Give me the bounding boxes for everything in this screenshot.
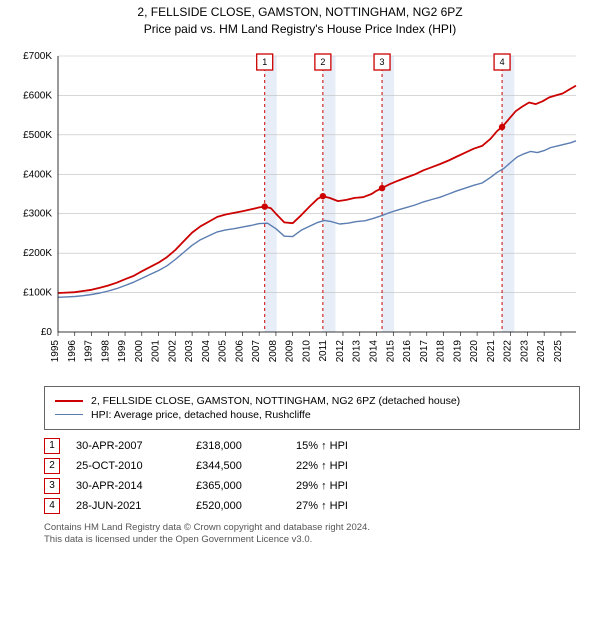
svg-text:2012: 2012	[335, 339, 346, 362]
svg-text:2020: 2020	[469, 339, 480, 362]
svg-text:2023: 2023	[519, 339, 530, 362]
sale-marker: 1	[44, 438, 60, 454]
sale-delta: 22% ↑ HPI	[296, 460, 416, 472]
svg-text:2008: 2008	[268, 339, 279, 362]
legend-label: HPI: Average price, detached house, Rush…	[91, 409, 311, 421]
svg-text:3: 3	[380, 57, 385, 67]
legend: 2, FELLSIDE CLOSE, GAMSTON, NOTTINGHAM, …	[44, 386, 580, 430]
svg-text:2005: 2005	[218, 339, 229, 362]
sale-price: £365,000	[196, 480, 296, 492]
svg-text:2013: 2013	[352, 339, 363, 362]
legend-item: 2, FELLSIDE CLOSE, GAMSTON, NOTTINGHAM, …	[55, 395, 569, 407]
sale-row: 2 25-OCT-2010£344,50022% ↑ HPI	[44, 458, 580, 474]
svg-text:2007: 2007	[251, 339, 262, 362]
chart-area: £0 £100K £200K £300K £400K £500K £600K £700K 1 2 3…	[10, 44, 586, 374]
chart-container: 2, FELLSIDE CLOSE, GAMSTON, NOTTINGHAM, …	[0, 0, 600, 547]
sale-date: 30-APR-2007	[76, 440, 196, 452]
svg-text:2014: 2014	[369, 339, 380, 362]
svg-text:2015: 2015	[385, 339, 396, 362]
svg-text:2025: 2025	[553, 339, 564, 362]
footer-line-2: This data is licensed under the Open Gov…	[44, 534, 580, 547]
legend-label: 2, FELLSIDE CLOSE, GAMSTON, NOTTINGHAM, …	[91, 395, 460, 407]
sale-row: 1 30-APR-2007£318,00015% ↑ HPI	[44, 438, 580, 454]
title-block: 2, FELLSIDE CLOSE, GAMSTON, NOTTINGHAM, …	[0, 4, 600, 38]
sale-marker: 2	[44, 458, 60, 474]
svg-text:£100K: £100K	[23, 287, 52, 298]
sale-row: 3 30-APR-2014£365,00029% ↑ HPI	[44, 478, 580, 494]
svg-text:£400K: £400K	[23, 169, 52, 180]
svg-text:1: 1	[262, 57, 267, 67]
svg-text:2: 2	[320, 57, 325, 67]
svg-text:£700K: £700K	[23, 51, 52, 62]
svg-text:1997: 1997	[84, 339, 95, 362]
svg-text:4: 4	[500, 57, 505, 67]
sale-marker: 4	[44, 498, 60, 514]
sale-row: 4 28-JUN-2021£520,00027% ↑ HPI	[44, 498, 580, 514]
sale-date: 30-APR-2014	[76, 480, 196, 492]
svg-text:1998: 1998	[100, 339, 111, 362]
sales-table: 1 30-APR-2007£318,00015% ↑ HPI 2 25-OCT-201…	[44, 438, 580, 514]
svg-text:2017: 2017	[419, 339, 430, 362]
svg-text:2001: 2001	[151, 339, 162, 362]
svg-text:£200K: £200K	[23, 248, 52, 259]
sale-date: 25-OCT-2010	[76, 460, 196, 472]
title-line-2: Price paid vs. HM Land Registry's House …	[0, 21, 600, 38]
svg-text:2002: 2002	[167, 339, 178, 362]
svg-text:2011: 2011	[318, 339, 329, 361]
svg-text:2010: 2010	[301, 339, 312, 362]
svg-text:£0: £0	[41, 327, 53, 338]
svg-text:£300K: £300K	[23, 208, 52, 219]
svg-text:2004: 2004	[201, 339, 212, 362]
footer: Contains HM Land Registry data © Crown c…	[44, 522, 580, 548]
legend-swatch	[55, 400, 83, 402]
svg-text:2000: 2000	[134, 339, 145, 362]
svg-text:1996: 1996	[67, 339, 78, 362]
sale-delta: 15% ↑ HPI	[296, 440, 416, 452]
svg-text:1999: 1999	[117, 339, 128, 362]
svg-text:£600K: £600K	[23, 90, 52, 101]
svg-text:2016: 2016	[402, 339, 413, 362]
footer-line-1: Contains HM Land Registry data © Crown c…	[44, 522, 580, 535]
title-line-1: 2, FELLSIDE CLOSE, GAMSTON, NOTTINGHAM, …	[0, 4, 600, 21]
legend-swatch	[55, 414, 83, 415]
sale-delta: 27% ↑ HPI	[296, 500, 416, 512]
sale-price: £344,500	[196, 460, 296, 472]
svg-text:2006: 2006	[234, 339, 245, 362]
sale-price: £318,000	[196, 440, 296, 452]
sale-marker: 3	[44, 478, 60, 494]
svg-text:2021: 2021	[486, 339, 497, 362]
legend-item: HPI: Average price, detached house, Rush…	[55, 409, 569, 421]
sale-delta: 29% ↑ HPI	[296, 480, 416, 492]
sale-price: £520,000	[196, 500, 296, 512]
svg-text:1995: 1995	[50, 339, 61, 362]
svg-text:2019: 2019	[452, 339, 463, 362]
line-chart: £0 £100K £200K £300K £400K £500K £600K £700K 1 2 3…	[10, 44, 586, 374]
svg-text:2003: 2003	[184, 339, 195, 362]
svg-text:2022: 2022	[503, 339, 514, 362]
svg-text:2024: 2024	[536, 339, 547, 362]
svg-text:£500K: £500K	[23, 129, 52, 140]
svg-text:2018: 2018	[436, 339, 447, 362]
sale-date: 28-JUN-2021	[76, 500, 196, 512]
svg-text:2009: 2009	[285, 339, 296, 362]
